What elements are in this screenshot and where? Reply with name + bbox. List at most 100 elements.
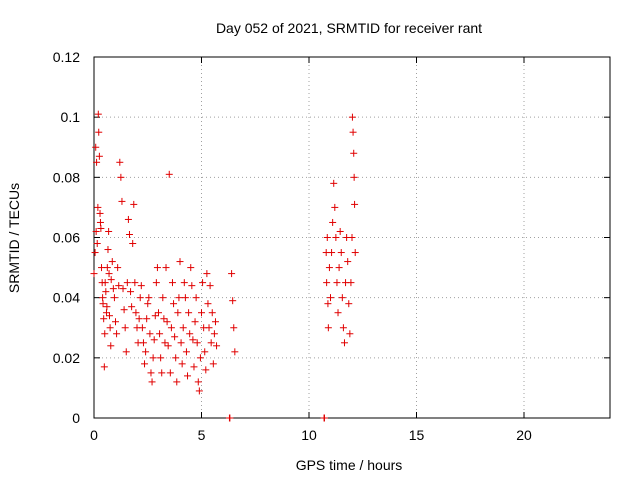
- data-point: [95, 152, 103, 160]
- data-point: [191, 318, 199, 326]
- data-point: [132, 309, 140, 317]
- x-tick-label: 0: [90, 427, 98, 443]
- data-point: [115, 282, 123, 290]
- data-point: [165, 170, 173, 178]
- data-point: [155, 309, 162, 317]
- data-point: [157, 354, 165, 362]
- data-point: [124, 215, 132, 223]
- data-point: [202, 366, 210, 374]
- data-point: [139, 339, 147, 347]
- data-point: [106, 324, 114, 332]
- data-point: [177, 339, 185, 347]
- data-point: [179, 324, 187, 332]
- data-point: [109, 285, 117, 293]
- data-point: [118, 197, 126, 205]
- data-point: [97, 224, 105, 232]
- data-point: [181, 294, 189, 302]
- data-point: [147, 369, 155, 377]
- data-point: [163, 318, 171, 326]
- data-point: [92, 143, 100, 151]
- data-point: [171, 333, 179, 341]
- data-point: [333, 279, 341, 287]
- data-point: [170, 300, 178, 308]
- data-point: [101, 330, 109, 338]
- data-point: [329, 218, 337, 226]
- data-point: [351, 249, 359, 257]
- data-point: [195, 387, 203, 395]
- x-tick-label: 20: [516, 427, 532, 443]
- data-point: [110, 294, 118, 302]
- data-point: [135, 315, 143, 323]
- data-point: [351, 200, 359, 208]
- data-point: [105, 312, 113, 320]
- data-point: [196, 354, 204, 362]
- data-point: [344, 258, 352, 266]
- data-point: [99, 294, 107, 302]
- data-point: [174, 309, 182, 317]
- data-point: [187, 264, 195, 272]
- data-point: [148, 378, 156, 386]
- data-point: [208, 309, 216, 317]
- data-point: [162, 264, 170, 272]
- data-point: [193, 339, 201, 347]
- data-point: [143, 315, 151, 323]
- y-tick-label: 0.02: [53, 350, 80, 366]
- y-axis-title: SRMTID / TECUs: [6, 183, 22, 293]
- data-point: [166, 369, 174, 377]
- data-point: [192, 294, 200, 302]
- data-point: [161, 339, 169, 347]
- data-point: [346, 330, 354, 338]
- data-point: [92, 227, 100, 235]
- data-point: [149, 354, 157, 362]
- data-point: [122, 348, 130, 356]
- data-point: [201, 348, 209, 356]
- data-point: [156, 330, 164, 338]
- y-tick-label: 0.12: [53, 49, 80, 65]
- y-tick-label: 0.04: [53, 290, 80, 306]
- data-point: [101, 279, 109, 287]
- data-point: [229, 297, 237, 305]
- data-point: [205, 324, 213, 332]
- data-point: [144, 300, 152, 308]
- data-point: [117, 173, 125, 181]
- data-point: [203, 270, 211, 278]
- data-point: [113, 330, 121, 338]
- data-point: [231, 348, 239, 356]
- data-point: [335, 264, 343, 272]
- data-point: [184, 372, 192, 380]
- data-point: [176, 258, 184, 266]
- data-point: [173, 378, 181, 386]
- data-point: [338, 294, 346, 302]
- data-point: [120, 306, 128, 314]
- data-point: [127, 288, 135, 296]
- data-point: [96, 209, 104, 217]
- data-point: [198, 309, 205, 317]
- data-point: [323, 234, 331, 241]
- data-point: [348, 113, 356, 121]
- data-point: [339, 324, 347, 332]
- data-point: [336, 227, 344, 235]
- data-point: [204, 300, 212, 308]
- data-point: [103, 303, 111, 311]
- data-point: [94, 110, 102, 118]
- data-point: [159, 294, 167, 302]
- data-point: [160, 315, 168, 323]
- data-point: [136, 294, 144, 302]
- x-tick-label: 5: [198, 427, 206, 443]
- data-point: [182, 348, 190, 356]
- data-point: [100, 363, 108, 371]
- data-point: [328, 249, 336, 257]
- data-point: [325, 264, 333, 272]
- data-point: [332, 234, 340, 241]
- data-point: [226, 414, 234, 422]
- data-point: [108, 258, 116, 266]
- data-point: [330, 179, 338, 187]
- y-tick-label: 0.06: [53, 230, 80, 246]
- data-point: [324, 300, 332, 308]
- data-point: [228, 270, 236, 278]
- data-point: [323, 279, 331, 287]
- y-tick-label: 0: [72, 410, 80, 426]
- data-point: [189, 336, 197, 344]
- data-point: [130, 200, 138, 208]
- axis-ticks: [93, 56, 610, 419]
